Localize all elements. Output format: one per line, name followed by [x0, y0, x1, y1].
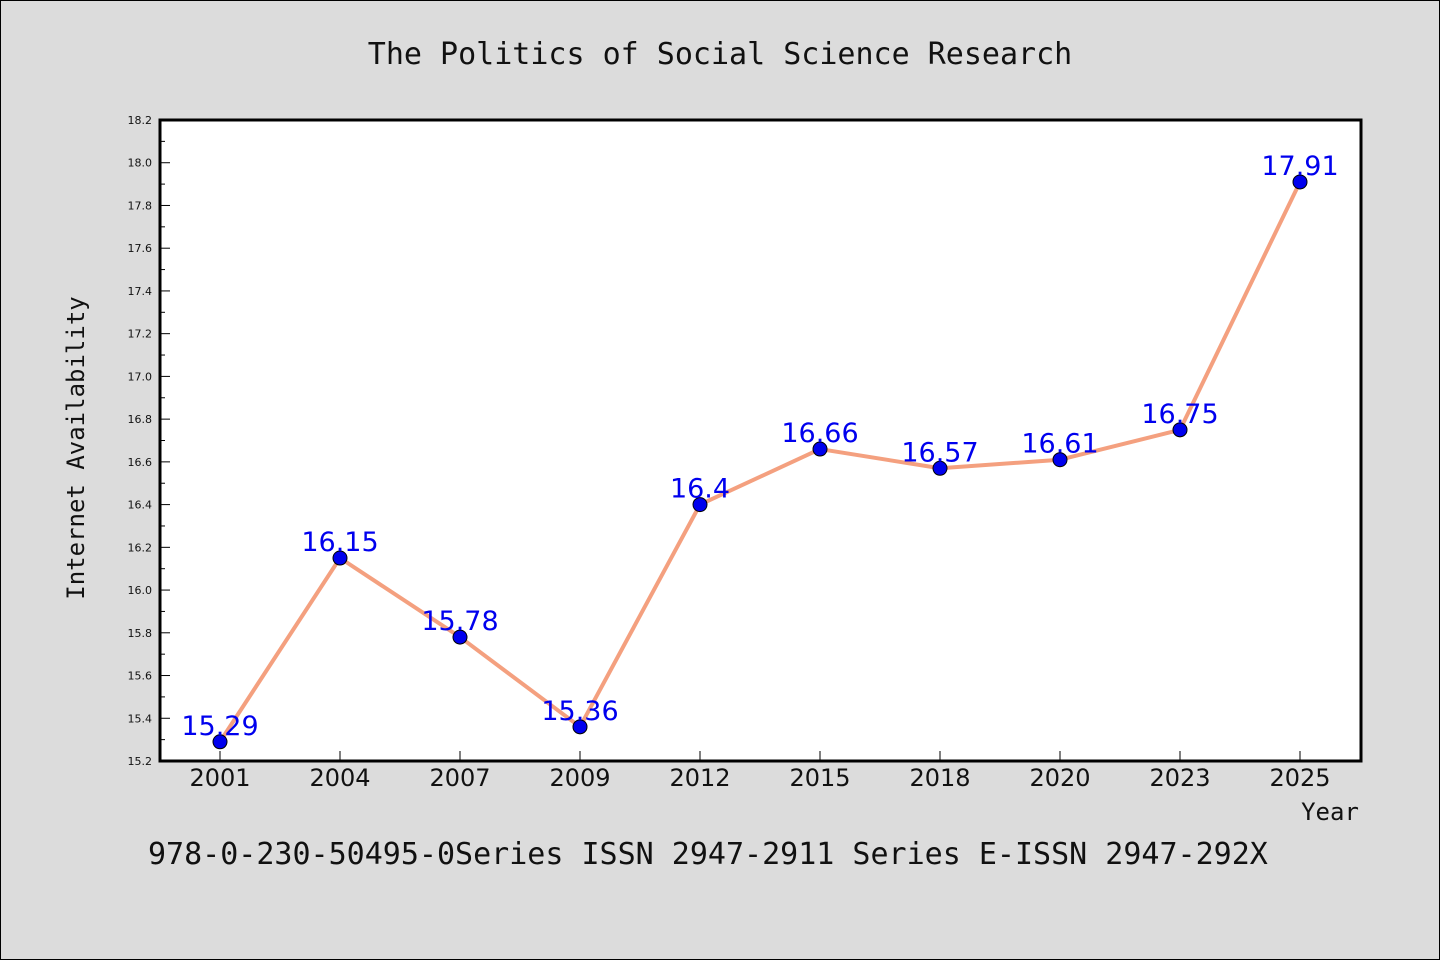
data-label: 16.61 [1021, 429, 1098, 460]
data-label: 15.36 [541, 696, 618, 727]
x-tick-label: 2012 [669, 764, 730, 792]
data-point [812, 441, 828, 457]
y-tick-label: 18.0 [128, 157, 153, 170]
y-tick-label: 17.2 [128, 328, 153, 341]
x-tick-label: 2001 [189, 764, 250, 792]
plot-background [160, 120, 1361, 761]
y-tick-label: 17.8 [128, 199, 153, 212]
y-tick-label: 17.0 [128, 370, 153, 383]
data-label: 16.75 [1141, 399, 1218, 430]
data-point [1052, 452, 1068, 468]
y-tick-label: 17.6 [128, 242, 153, 255]
data-point [572, 719, 588, 735]
x-tick-label: 2025 [1269, 764, 1330, 792]
y-tick-label: 16.4 [128, 499, 153, 512]
y-tick-label: 18.2 [128, 114, 153, 127]
x-tick-label: 2015 [789, 764, 850, 792]
plot-frame [158, 118, 1363, 763]
y-tick-label: 16.6 [128, 456, 153, 469]
x-tick-label: 2023 [1149, 764, 1210, 792]
chart-title: The Politics of Social Science Research [368, 37, 1072, 72]
data-label: 16.4 [670, 474, 730, 505]
data-label: 17.91 [1261, 151, 1338, 182]
y-tick-label: 16.8 [128, 413, 153, 426]
series-line [218, 181, 1302, 743]
y-tick-label: 16.0 [128, 584, 153, 597]
y-tick-label: 15.2 [128, 755, 153, 768]
x-tick-label: 2009 [549, 764, 610, 792]
data-label: 16.66 [781, 418, 858, 449]
y-tick-label: 15.8 [128, 627, 153, 640]
data-point [932, 460, 948, 476]
data-point [1292, 174, 1308, 190]
x-axis: 2001 2004 2007 2009 2012 2015 2018 2020 2023 2025 [189, 751, 1331, 792]
y-tick-label: 16.2 [128, 541, 153, 554]
data-point [332, 550, 348, 566]
data-label: 15.78 [421, 606, 498, 637]
x-tick-label: 2020 [1029, 764, 1090, 792]
y-tick-label: 15.6 [128, 670, 153, 683]
x-tick-label: 2007 [429, 764, 490, 792]
x-tick-label: 2004 [309, 764, 370, 792]
series-layer [212, 174, 1308, 750]
data-point [692, 497, 708, 513]
data-label: 16.15 [301, 527, 378, 558]
x-tick-label: 2018 [909, 764, 970, 792]
data-labels: 15.29 16.15 15.78 15.36 16.4 16.66 16.57 16.61 1… [181, 151, 1338, 742]
y-axis: 15.2 15.4 15.6 15.8 16.0 16.2 16.4 16.6 16.8 17.0… [128, 114, 170, 768]
data-label: 15.29 [181, 711, 258, 742]
plot-area: 15.2 15.4 15.6 15.8 16.0 16.2 16.4 16.6 16.8 17.0… [128, 114, 1363, 792]
data-point [452, 629, 468, 645]
data-point [1172, 422, 1188, 438]
y-tick-label: 17.4 [128, 285, 153, 298]
y-tick-label: 15.4 [128, 712, 153, 725]
footer-isbn-issn: 978-0-230-50495-0Series ISSN 2947-2911 S… [148, 837, 1268, 872]
data-point [212, 734, 228, 750]
data-label: 16.57 [901, 437, 978, 468]
x-axis-title: Year [1301, 798, 1359, 826]
y-axis-title: Internet Availability [62, 296, 90, 599]
